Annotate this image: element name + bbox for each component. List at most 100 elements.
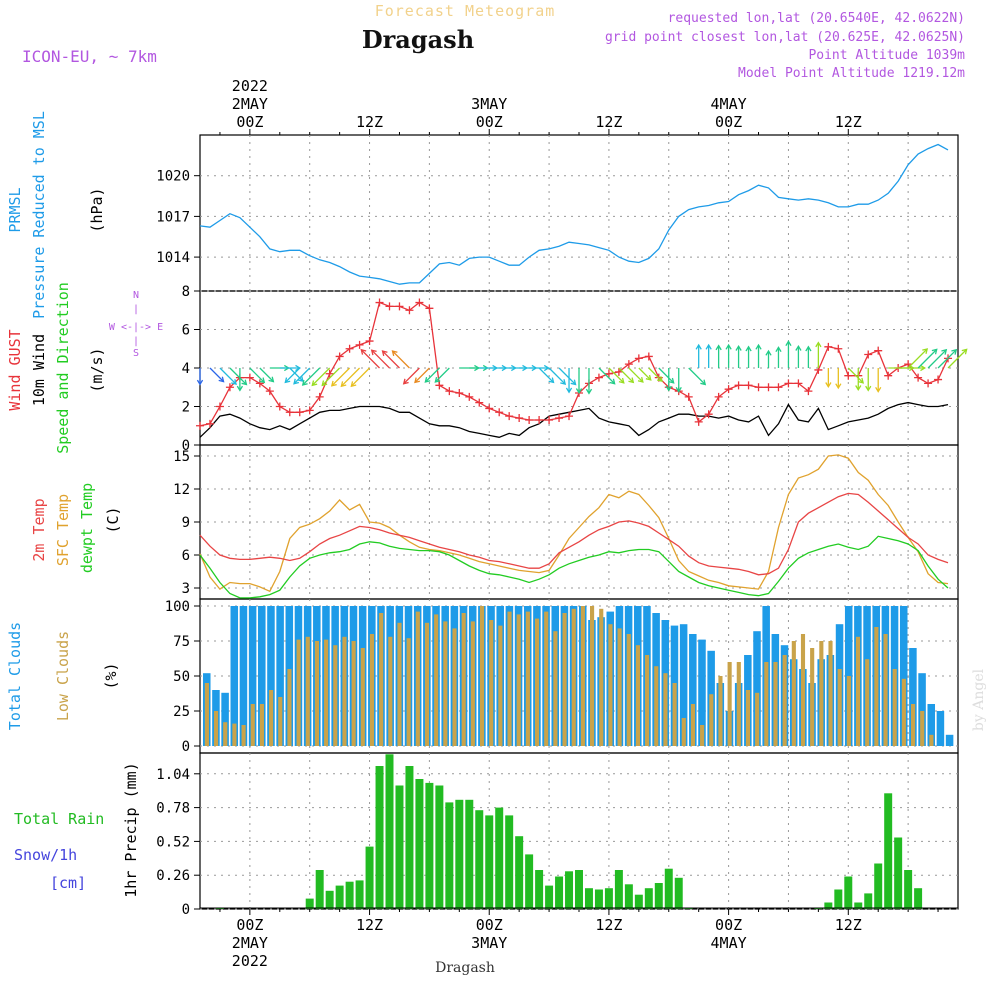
total-cloud-bar [899,606,908,746]
clouds-tick-label: 50 [173,669,190,685]
wind-arrow-head [745,345,752,352]
point-altitude: Point Altitude 1039m [808,48,965,63]
clouds-tick-label: 75 [173,634,190,650]
compass-we: W <-|-> E [109,322,163,333]
low-cloud-bar [415,611,420,746]
year-label: 2022 [232,77,268,95]
wind-arrow [947,348,968,369]
gust-point [555,414,564,423]
gust-point [684,392,693,401]
wind10-label: 10m Wind [30,334,48,406]
rain-bar [604,888,613,909]
wind-arrow-head [321,380,328,387]
wind-arrow-head [961,348,968,355]
wind-arrow [424,367,440,383]
rain-bar [874,863,883,909]
wind-arrow [350,367,371,387]
gust-point [604,369,613,378]
temp-panel: 3 6 9 12 15 [173,444,959,600]
wind-arrow-head [656,376,663,383]
wind-arrow-head [284,377,291,384]
low-cloud-bar [351,641,356,746]
gust-point [535,415,544,424]
low-cloud-bar [883,634,888,746]
total-cloud-bar [689,634,697,746]
wind-arrow-head [637,376,644,383]
wind-arrow [219,367,237,385]
gust-point [694,417,703,426]
temp-tick-label: 6 [182,548,190,564]
gust-point [714,392,723,401]
wind-arrow-head [775,346,782,353]
low-cloud-bar [608,624,613,746]
dewpt-label: dewpt Temp [78,483,96,573]
total-cloud-bar [936,711,945,746]
low-cloud-bar [736,662,741,746]
gust-point [594,373,603,382]
wind-arrow-head [645,374,652,381]
low-cloud-bar [470,621,475,746]
year-label: 2022 [232,952,268,970]
t2m-label: 2m Temp [30,498,48,561]
wind-arrow-head [951,348,958,355]
gust-point [614,367,623,376]
wind-arrow-head [855,385,862,392]
gust-point [345,344,354,353]
total-cloud-bar [276,606,284,746]
temp-tick-label: 9 [182,515,190,531]
rain-bar [555,876,564,909]
wind-arrow-head [700,379,707,386]
low-cloud-bar [617,628,622,746]
wind-tick-label: 2 [182,400,190,416]
rain-bar [435,785,444,909]
rain-bar [624,884,633,909]
total-cloud-bar [753,631,761,746]
gust-point [415,298,424,307]
low-cloud-bar [700,725,705,746]
wind-arrow-head [825,382,832,389]
low-cloud-bar [727,662,732,746]
low-cloud-bar [929,734,934,746]
gust-point [265,387,274,396]
rain-bar [405,766,414,909]
low-cloud-bar [855,636,861,746]
low-cloud-bar [837,669,842,746]
low-cloud-bar [865,659,870,746]
wind-arrow [937,349,957,369]
time-label: 12Z [835,113,862,131]
model-label: ICON-EU, ~ 7km [22,47,157,66]
low-cloud-bar [434,614,439,746]
gust-point [764,383,773,392]
total-cloud-bar [927,704,936,746]
gust-point [485,404,494,413]
rain-bar [854,902,863,909]
wind-arrow [289,367,304,382]
gust-point [565,412,574,421]
time-label: 00Z [715,113,742,131]
wind-arrow [311,367,331,386]
gust-point [365,337,374,346]
wind-arrow-head [330,380,337,387]
wind-arrow [209,367,225,383]
low-cloud-bar [424,622,430,746]
date-label: 2MAY [232,95,268,113]
wind-arrow [618,367,634,383]
gust-point [465,392,474,401]
gust-point [305,406,314,415]
wind-arrow-head [231,379,237,385]
wind-arrow-head [350,381,357,388]
low-cloud-bar [672,683,677,746]
precip-tick-label: 0.52 [156,834,190,850]
gust-point [455,389,464,398]
precip-tick-label: 1.04 [156,767,190,783]
date-label: 2MAY [232,934,268,952]
gust-point [924,379,933,388]
low-cloud-bar [690,704,696,746]
wind-arrow-head [675,386,682,393]
pressure-msl-label: Pressure Reduced to MSL [30,111,48,319]
wind-arrow-head [297,376,304,383]
time-label: 12Z [356,916,383,934]
low-cloud-bar [819,641,824,746]
rain-bar [834,889,843,909]
wind-arrow [382,350,400,369]
